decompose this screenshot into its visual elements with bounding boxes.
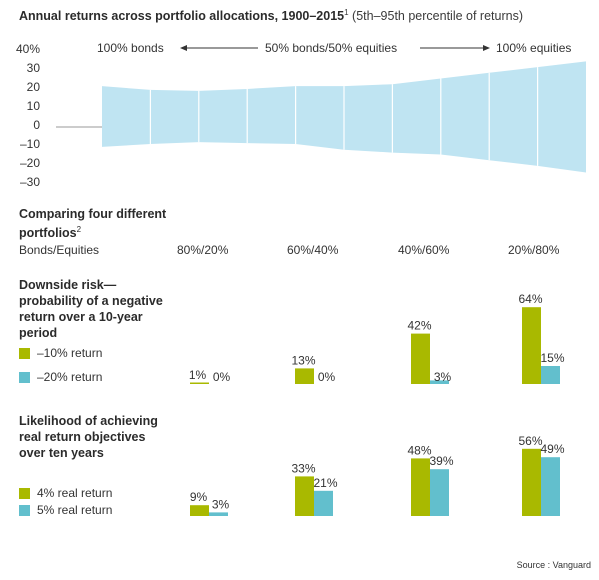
band-chart — [56, 45, 586, 173]
bar-value-label: 0% — [213, 370, 231, 384]
bar-1--20-return — [541, 366, 560, 384]
legend-item-minus10: –10% return — [19, 346, 102, 360]
bar-value-label: 42% — [407, 319, 431, 333]
y-tick: 20 — [26, 80, 40, 94]
legend-swatch-green — [19, 347, 30, 359]
bar-value-label: 64% — [518, 292, 542, 306]
bar-value-label: 49% — [540, 442, 564, 456]
column-label-60-40: 60%/40% — [287, 243, 339, 257]
comparing-title: Comparing four different portfolios2 — [19, 207, 167, 241]
legend-label: –20% return — [37, 370, 103, 384]
bar-1--10-return — [522, 307, 541, 384]
legend-item-5pct: 5% real return — [19, 503, 112, 517]
legend-swatch-green — [19, 487, 30, 499]
bar-value-label: 13% — [291, 353, 315, 367]
legend-label: 4% real return — [37, 486, 113, 500]
y-tick: 40% — [15, 42, 40, 56]
arrow-left-head — [180, 45, 187, 51]
bar-value-label: 56% — [518, 434, 542, 448]
bar-1--20-return — [430, 380, 449, 384]
bar-value-label: 48% — [407, 443, 431, 457]
legend-swatch-blue — [19, 504, 30, 516]
bar-2-5-real-return — [430, 469, 449, 516]
source-note: Source : Vanguard — [516, 560, 591, 570]
y-tick: –20 — [19, 156, 40, 170]
bar-value-label: 0% — [318, 370, 336, 384]
column-label-80-20: 80%/20% — [177, 243, 229, 257]
legend-swatch-blue — [19, 371, 30, 383]
bar-value-label: 39% — [429, 454, 453, 468]
column-label-40-60: 40%/60% — [398, 243, 450, 257]
bonds-equities-label: Bonds/Equities — [19, 243, 100, 257]
annotation-100-equities: 100% equities — [496, 41, 572, 55]
bar-2-5-real-return — [541, 457, 560, 516]
chart-title: Annual returns across portfolio allocati… — [19, 8, 523, 24]
bar-2-4-real-return — [190, 505, 209, 516]
legend-item-minus20: –20% return — [19, 370, 102, 384]
bar-value-label: 3% — [212, 497, 230, 511]
bar-value-label: 33% — [291, 461, 315, 475]
annotation-50-50: 50% bonds/50% equities — [265, 41, 398, 55]
bar-value-label: 1% — [189, 368, 207, 382]
bar-charts: 1% 13% 42% 64% 0% 0% 3% 15% 9% 33% 48% 56% 3% 21% 39% 4… — [189, 292, 565, 516]
y-tick: –10 — [19, 137, 40, 151]
bar-value-label: 9% — [190, 490, 208, 504]
arrow-right-head — [483, 45, 490, 51]
bar-1--10-return — [295, 368, 314, 384]
section1-title: Downside risk— probability of a negative… — [19, 278, 163, 340]
bar-1--10-return — [190, 382, 209, 384]
legend-label: –10% return — [37, 346, 103, 360]
bar-2-4-real-return — [295, 476, 314, 516]
annotation-100-bonds: 100% bonds — [97, 41, 164, 55]
bar-value-label: 15% — [540, 351, 564, 365]
bar-1--10-return — [411, 333, 430, 384]
legend-label: 5% real return — [37, 503, 113, 517]
column-label-20-80: 20%/80% — [508, 243, 560, 257]
bar-value-label: 3% — [434, 370, 452, 384]
bar-2-4-real-return — [522, 448, 541, 516]
y-tick: –30 — [19, 175, 40, 189]
y-tick: 30 — [26, 61, 40, 75]
bar-2-4-real-return — [411, 458, 430, 516]
legend-item-4pct: 4% real return — [19, 486, 112, 500]
bar-2-5-real-return — [314, 490, 333, 516]
section2-title: Likelihood of achieving real return obje… — [19, 414, 158, 460]
bar-2-5-real-return — [209, 512, 228, 516]
y-tick: 0 — [33, 118, 40, 132]
bar-value-label: 21% — [313, 476, 337, 490]
y-tick: 10 — [26, 99, 40, 113]
